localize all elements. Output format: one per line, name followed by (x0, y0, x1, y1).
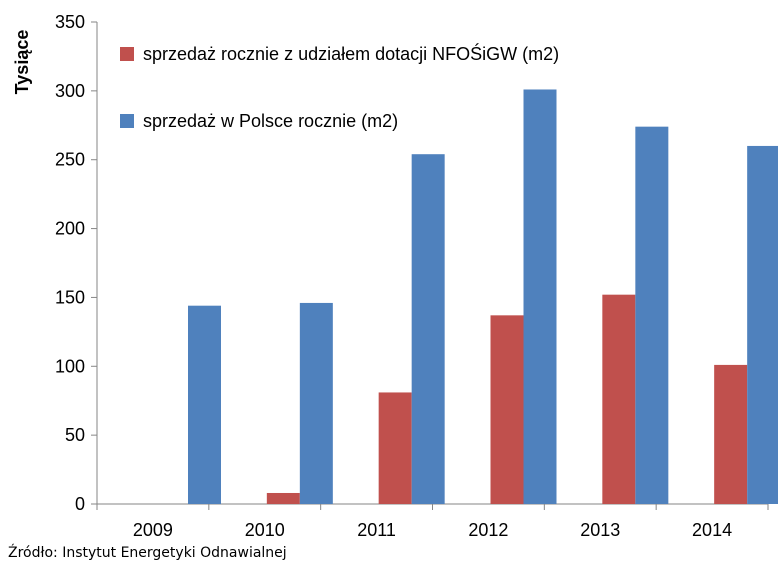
x-tick-label: 2009 (133, 520, 173, 540)
bar-poland-2012 (523, 89, 557, 504)
bar-poland-2014 (747, 145, 778, 504)
y-tick-label: 150 (55, 287, 85, 307)
bar-nfosigw-2011 (378, 392, 412, 504)
x-tick-label: 2012 (468, 520, 508, 540)
legend-swatch (120, 114, 134, 128)
legend-swatch (120, 47, 134, 61)
x-tick-label: 2013 (580, 520, 620, 540)
x-tick-label: 2010 (245, 520, 285, 540)
y-tick-label: 200 (55, 219, 85, 239)
legend: sprzedaż rocznie z udziałem dotacji NFOŚ… (120, 43, 559, 131)
legend-label: sprzedaż rocznie z udziałem dotacji NFOŚ… (143, 43, 559, 64)
bar-nfosigw-2013 (602, 294, 636, 504)
y-tick-label: 0 (75, 494, 85, 514)
y-tick-label: 250 (55, 150, 85, 170)
y-axis-label: Tysiące (12, 30, 32, 95)
bar-poland-2010 (299, 302, 333, 504)
y-tick-label: 50 (65, 425, 85, 445)
bar-poland-2013 (635, 126, 669, 505)
bar-nfosigw-2012 (490, 315, 524, 504)
y-tick-label: 100 (55, 356, 85, 376)
bar-poland-2009 (188, 305, 221, 504)
y-tick-label: 350 (55, 12, 85, 32)
x-tick-label: 2011 (357, 520, 396, 540)
bar-nfosigw-2010 (266, 492, 300, 504)
legend-label: sprzedaż w Polsce rocznie (m2) (143, 111, 398, 131)
bar-poland-2011 (411, 154, 445, 504)
axes: 0 50 100 150 200 250 300 350 2009 2010 2011 2012 201… (55, 12, 769, 540)
bar-nfosigw-2014 (714, 364, 748, 504)
y-tick-label: 300 (55, 81, 85, 101)
x-tick-label: 2014 (692, 520, 732, 540)
source-note: Źródło: Instytut Energetyki Odnawialnej (8, 545, 287, 561)
bars (188, 89, 778, 505)
